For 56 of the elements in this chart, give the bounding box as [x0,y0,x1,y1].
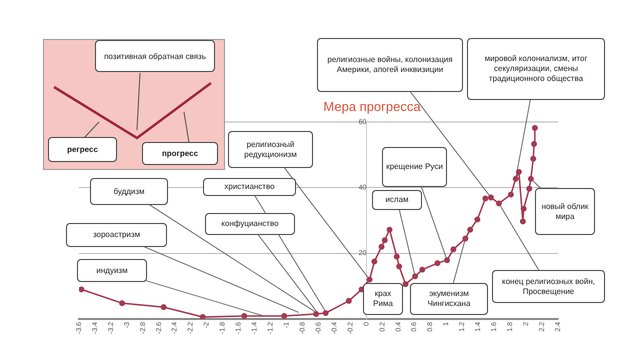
point [366,276,373,282]
point [378,244,385,250]
point [531,141,537,147]
point [382,237,388,244]
point [281,313,288,319]
point [520,218,526,224]
speech-bubble: конец религиозных войн, Просвещение [492,270,605,303]
point [530,156,536,162]
speech-bubble: прогресс [142,142,218,165]
speech-bubble: зороастризм [66,223,167,247]
point [160,304,167,310]
point [467,226,474,233]
point [516,168,522,175]
speech-bubble: религиозный редукционизм [228,131,313,168]
speech-bubble: религиозные войны, колонизация Америки, апогей инквизиции [317,38,463,92]
point [412,273,418,280]
speech-bubble: буддизм [90,178,168,205]
point [241,313,248,319]
point [402,281,408,288]
speech-bubble: крах Рима [363,283,403,315]
chart-title: Мера прогресса [323,99,422,114]
point [346,298,352,304]
speech-bubble: регресс [48,137,117,162]
speech-bubble: мировой колониализм, итог секуляризации, смены традиционного общества [467,38,605,100]
point [444,257,450,264]
point [450,246,456,252]
point [508,192,514,198]
speech-bubble: позитивная обратная связь [95,40,215,72]
speech-bubble: экуменизм Чингисхана [410,283,488,315]
speech-bubble: индуизм [77,259,147,282]
speech-bubble: конфуцианство [205,213,295,235]
point [532,124,538,131]
point [520,206,527,212]
point [482,196,488,202]
point [313,311,320,317]
point [200,314,206,319]
point [434,260,440,266]
point [386,226,392,233]
point [419,266,426,273]
point [512,176,519,182]
point [322,310,329,316]
point [394,254,400,260]
point [474,216,480,222]
speech-bubble: христианство [203,178,296,196]
point [119,300,126,306]
point [526,186,532,192]
point [396,263,402,270]
point [371,258,378,264]
point [488,194,494,200]
point [79,286,84,292]
speech-bubble: новый облик мира [535,188,595,235]
point [496,200,502,206]
speech-bubble: ислам [372,190,422,210]
point [528,176,534,182]
point [462,236,468,242]
speech-bubble: крещение Руси [382,147,447,187]
